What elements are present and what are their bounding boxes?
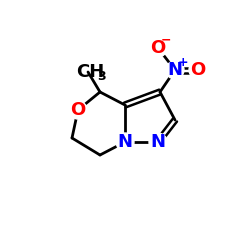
Text: +: + [178, 56, 188, 68]
Text: O: O [150, 39, 166, 57]
Circle shape [166, 61, 184, 79]
Circle shape [69, 101, 87, 119]
Circle shape [149, 133, 167, 151]
Text: N: N [150, 133, 166, 151]
Circle shape [149, 39, 167, 57]
Text: 3: 3 [98, 70, 106, 84]
Text: CH: CH [76, 63, 104, 81]
Circle shape [116, 133, 134, 151]
Text: −: − [161, 34, 171, 46]
Text: O: O [70, 101, 86, 119]
Text: N: N [118, 133, 132, 151]
Text: N: N [168, 61, 182, 79]
Circle shape [189, 61, 207, 79]
Text: O: O [190, 61, 206, 79]
